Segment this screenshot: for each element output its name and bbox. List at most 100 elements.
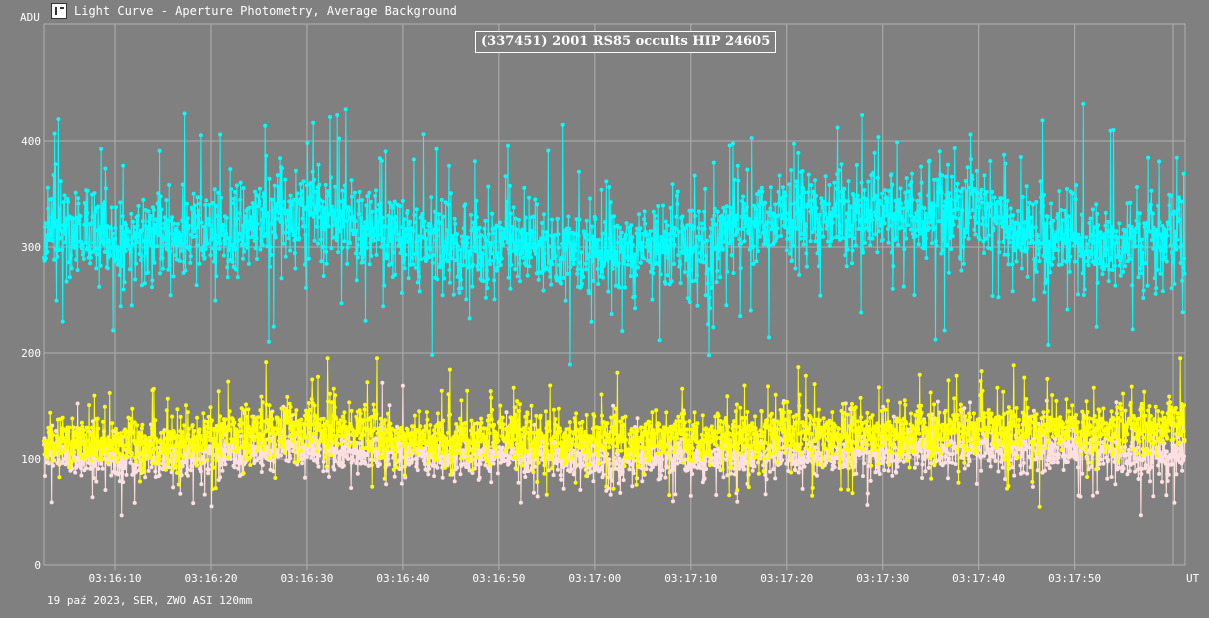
data-point xyxy=(74,257,79,262)
data-point xyxy=(642,425,647,430)
data-point xyxy=(303,475,307,480)
data-point xyxy=(850,401,854,406)
data-point xyxy=(753,414,758,419)
data-point xyxy=(682,411,687,416)
data-point xyxy=(1087,416,1092,421)
data-point xyxy=(124,429,129,434)
data-point xyxy=(288,405,293,409)
data-point xyxy=(573,480,578,485)
data-point xyxy=(452,451,457,456)
data-point xyxy=(627,432,632,437)
data-point xyxy=(701,448,706,453)
data-point xyxy=(698,466,703,471)
data-point xyxy=(732,472,737,477)
data-point xyxy=(544,492,549,497)
data-point xyxy=(731,453,735,458)
data-point xyxy=(1165,411,1170,416)
data-point xyxy=(1073,445,1078,450)
data-point xyxy=(459,456,463,461)
data-point xyxy=(110,421,115,426)
data-point xyxy=(958,402,963,407)
data-point xyxy=(164,408,169,413)
data-point xyxy=(742,467,747,472)
data-point xyxy=(423,462,427,467)
data-point xyxy=(307,408,312,412)
data-point xyxy=(388,421,393,426)
data-point xyxy=(831,452,836,457)
data-point xyxy=(61,223,66,228)
data-point xyxy=(198,469,203,474)
data-point xyxy=(386,456,390,461)
data-point xyxy=(507,460,512,465)
data-point xyxy=(465,388,470,393)
data-point xyxy=(503,439,508,444)
data-point xyxy=(216,428,221,433)
data-point xyxy=(1012,423,1017,428)
data-point xyxy=(1079,452,1084,457)
data-point xyxy=(1142,429,1147,434)
data-point xyxy=(877,472,882,476)
data-point xyxy=(798,466,803,471)
data-point xyxy=(548,383,553,388)
data-point xyxy=(157,473,162,478)
data-point xyxy=(782,450,787,455)
data-point xyxy=(827,431,832,436)
data-point xyxy=(242,408,247,413)
data-point xyxy=(1008,424,1013,429)
data-point xyxy=(131,235,136,240)
data-point xyxy=(148,455,153,460)
data-point xyxy=(77,462,82,467)
data-point xyxy=(296,459,301,464)
data-point xyxy=(279,453,283,458)
data-point xyxy=(968,400,972,405)
data-point xyxy=(867,437,872,442)
data-point xyxy=(45,249,50,254)
data-point xyxy=(136,204,141,208)
data-point xyxy=(898,400,902,405)
data-point xyxy=(206,467,211,472)
data-point xyxy=(846,487,851,492)
data-point xyxy=(848,448,853,453)
data-point xyxy=(432,474,437,479)
data-point xyxy=(478,462,483,466)
data-point xyxy=(1067,436,1072,441)
data-point xyxy=(403,438,408,443)
data-point xyxy=(303,435,308,440)
data-point xyxy=(332,467,337,472)
data-point xyxy=(109,205,114,210)
data-point xyxy=(714,443,719,448)
data-point xyxy=(533,444,538,449)
data-point xyxy=(146,468,151,473)
data-point xyxy=(64,457,69,462)
data-point xyxy=(328,424,333,429)
data-point xyxy=(489,417,494,422)
data-point xyxy=(214,458,219,463)
data-point xyxy=(514,425,519,430)
data-point xyxy=(571,442,576,447)
data-point xyxy=(851,422,856,427)
data-point xyxy=(1138,431,1143,436)
data-point xyxy=(591,479,596,484)
data-point xyxy=(78,446,83,451)
data-point xyxy=(797,403,802,408)
data-point xyxy=(226,423,231,428)
data-point xyxy=(560,444,565,448)
data-point xyxy=(1162,453,1167,458)
data-point xyxy=(1080,409,1085,414)
data-point xyxy=(769,411,774,416)
data-point xyxy=(934,417,939,422)
light-curve-app-icon[interactable] xyxy=(51,3,67,19)
data-point xyxy=(459,398,464,403)
data-point xyxy=(54,298,59,303)
data-point xyxy=(930,454,935,458)
data-point xyxy=(672,450,676,455)
data-point xyxy=(797,392,802,397)
data-point xyxy=(129,453,134,458)
data-point xyxy=(652,435,657,440)
data-point xyxy=(672,467,676,472)
data-point xyxy=(315,460,320,465)
data-point xyxy=(80,462,85,467)
data-point xyxy=(778,422,782,427)
data-point xyxy=(1091,385,1096,390)
data-point xyxy=(760,434,765,439)
